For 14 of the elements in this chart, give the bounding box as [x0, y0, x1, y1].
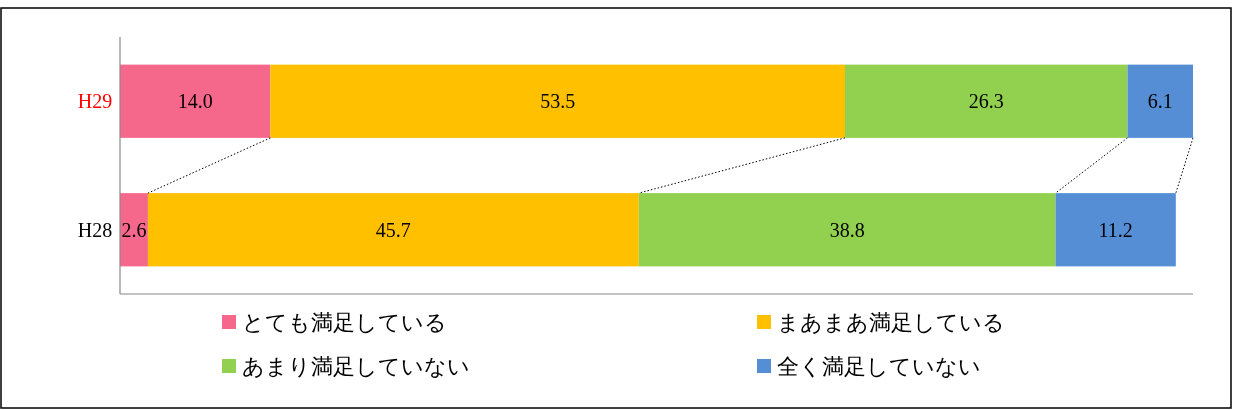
- y-tick-label: H29: [77, 90, 113, 113]
- data-label: 38.8: [829, 218, 865, 241]
- data-label: 2.6: [121, 218, 147, 241]
- data-label: 11.2: [1098, 218, 1133, 241]
- legend-label: とても満足している: [242, 310, 447, 335]
- legend-label: 全く満足していない: [777, 354, 981, 379]
- data-label: 14.0: [177, 90, 213, 113]
- y-tick-label: H28: [77, 218, 113, 241]
- data-label: 26.3: [968, 90, 1004, 113]
- legend-label: まあまあ満足している: [777, 310, 1005, 335]
- legend-label: あまり満足していない: [242, 354, 470, 379]
- data-label: 45.7: [375, 218, 411, 241]
- data-label: 53.5: [540, 90, 576, 113]
- data-label: 6.1: [1147, 90, 1173, 113]
